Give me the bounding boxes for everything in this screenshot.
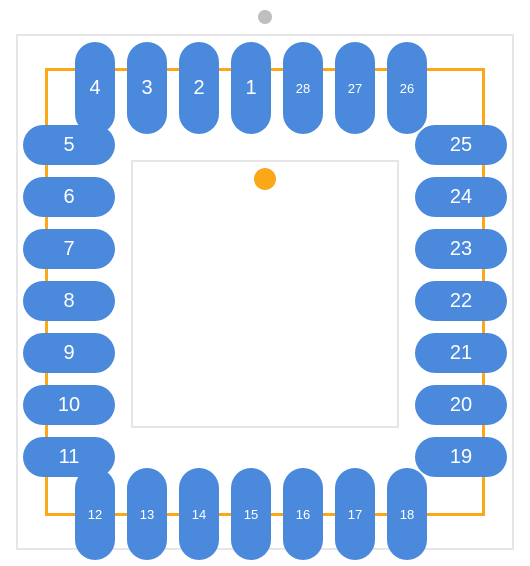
pad-19: 19 — [415, 437, 507, 477]
pad-28: 28 — [283, 42, 323, 134]
pad-label: 7 — [63, 238, 74, 261]
pad-3: 3 — [127, 42, 167, 134]
pad-label: 15 — [244, 507, 258, 522]
pad-2: 2 — [179, 42, 219, 134]
pad-20: 20 — [415, 385, 507, 425]
pad-label: 1 — [245, 77, 256, 100]
pad-label: 23 — [450, 238, 472, 261]
pad-label: 18 — [400, 507, 414, 522]
pad-9: 9 — [23, 333, 115, 373]
pad-18: 18 — [387, 468, 427, 560]
pad-label: 10 — [58, 394, 80, 417]
pad-label: 19 — [450, 446, 472, 469]
pad-label: 28 — [296, 81, 310, 96]
pad-label: 22 — [450, 290, 472, 313]
pad-label: 11 — [59, 446, 80, 469]
pad-label: 16 — [296, 507, 310, 522]
pad-23: 23 — [415, 229, 507, 269]
center-square — [131, 160, 399, 428]
pad-label: 14 — [192, 507, 206, 522]
pad-label: 17 — [348, 507, 362, 522]
pad-4: 4 — [75, 42, 115, 134]
pad-16: 16 — [283, 468, 323, 560]
pad-label: 12 — [88, 507, 102, 522]
top-marker-dot — [258, 10, 272, 24]
pad-7: 7 — [23, 229, 115, 269]
pad-13: 13 — [127, 468, 167, 560]
pad-label: 3 — [141, 77, 152, 100]
pad-21: 21 — [415, 333, 507, 373]
pad-26: 26 — [387, 42, 427, 134]
pad-5: 5 — [23, 125, 115, 165]
pad-label: 6 — [63, 186, 74, 209]
pad-label: 8 — [63, 290, 74, 313]
pad-label: 4 — [89, 77, 100, 100]
pad-14: 14 — [179, 468, 219, 560]
pad-label: 25 — [450, 134, 472, 157]
pad-label: 24 — [450, 186, 472, 209]
pad-label: 5 — [63, 134, 74, 157]
pad-label: 27 — [348, 81, 362, 96]
pad-24: 24 — [415, 177, 507, 217]
pad-6: 6 — [23, 177, 115, 217]
pad-1: 1 — [231, 42, 271, 134]
pad-label: 13 — [140, 507, 154, 522]
pad-12: 12 — [75, 468, 115, 560]
pad-15: 15 — [231, 468, 271, 560]
pad-label: 2 — [193, 77, 204, 100]
pad-label: 21 — [450, 342, 472, 365]
pad-22: 22 — [415, 281, 507, 321]
footprint-diagram: 4321282726121314151617185678910112524232… — [0, 0, 530, 566]
pad-17: 17 — [335, 468, 375, 560]
pad-label: 9 — [63, 342, 74, 365]
pad-label: 20 — [450, 394, 472, 417]
pad-11: 11 — [23, 437, 115, 477]
pad-8: 8 — [23, 281, 115, 321]
pad-25: 25 — [415, 125, 507, 165]
pad-27: 27 — [335, 42, 375, 134]
pad-10: 10 — [23, 385, 115, 425]
orientation-dot — [254, 168, 276, 190]
pad-label: 26 — [400, 81, 414, 96]
